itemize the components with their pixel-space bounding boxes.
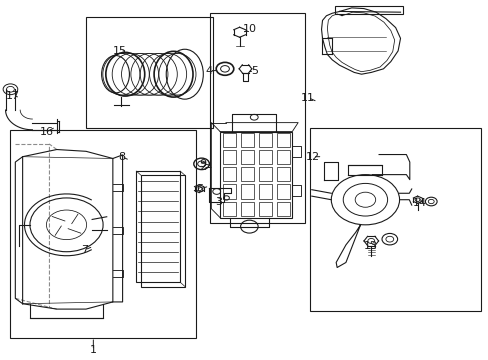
Bar (223, 202, 236, 216)
Bar (10, 130, 195, 338)
Text: 11: 11 (300, 93, 314, 103)
Text: 14: 14 (412, 198, 426, 208)
Text: 1: 1 (90, 345, 97, 355)
Bar (310, 128, 480, 311)
Text: 17: 17 (6, 91, 20, 101)
Bar (277, 167, 290, 181)
Text: 7: 7 (81, 245, 88, 255)
Text: 12: 12 (305, 152, 319, 162)
Bar (277, 202, 290, 216)
Bar (334, 6, 402, 14)
Text: 4: 4 (205, 66, 212, 76)
Bar (241, 167, 254, 181)
Text: 9: 9 (199, 159, 206, 169)
Text: 8: 8 (118, 152, 125, 162)
Bar (277, 133, 290, 147)
Text: 10: 10 (242, 24, 256, 35)
Bar (259, 133, 272, 147)
Text: 16: 16 (40, 127, 54, 136)
Bar (241, 133, 254, 147)
Bar (277, 150, 290, 164)
Text: 6: 6 (196, 184, 203, 194)
Bar (241, 184, 254, 199)
Bar (210, 13, 305, 223)
Bar (241, 202, 254, 216)
Bar (241, 150, 254, 164)
Text: 13: 13 (364, 241, 378, 251)
Bar (259, 202, 272, 216)
Bar (223, 150, 236, 164)
Text: 15: 15 (113, 46, 127, 56)
Bar (277, 184, 290, 199)
Bar (259, 184, 272, 199)
Bar (86, 17, 212, 128)
Bar (136, 171, 180, 282)
Bar (223, 133, 236, 147)
Bar (141, 175, 184, 287)
Bar (223, 184, 236, 199)
Text: 2: 2 (199, 162, 206, 172)
Bar (220, 132, 292, 218)
Bar (259, 167, 272, 181)
Text: 3: 3 (215, 197, 222, 207)
Text: 5: 5 (250, 66, 257, 76)
Bar (259, 150, 272, 164)
Bar (223, 167, 236, 181)
